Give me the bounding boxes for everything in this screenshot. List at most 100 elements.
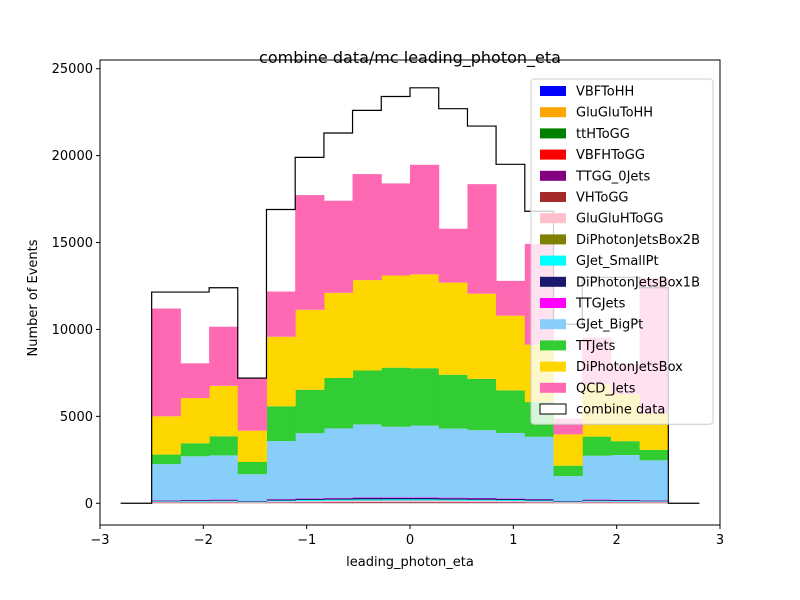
bar-ttjets — [237, 462, 267, 475]
x-tick-label: 2 — [613, 533, 621, 548]
legend-swatch-qcd-jets — [540, 382, 566, 393]
bar-gjet-smallpt — [352, 499, 382, 501]
bar-gjet-bigpt — [496, 432, 526, 499]
bar-diphotonjetsbox1b — [237, 501, 267, 502]
bar-gjet-bigpt — [438, 428, 468, 498]
bar-glugluhtogg — [524, 501, 555, 503]
legend-swatch-diphotonjetsbox2b — [540, 234, 566, 245]
bar-gjet-bigpt — [151, 464, 181, 501]
legend-label-ttgjets: TTGJets — [575, 297, 626, 312]
legend-label-combine-data: combine data — [576, 403, 665, 418]
stacked-bars — [151, 164, 669, 504]
bar-qcd-jets — [410, 164, 440, 275]
bar-diphotonjetsbox1b — [582, 499, 612, 501]
bar-gjet-smallpt — [381, 499, 411, 501]
legend-label-vbftohh: VBFToHH — [576, 85, 634, 100]
bar-qcd-jets — [323, 200, 354, 293]
bar-glugluhtogg — [209, 501, 239, 503]
bar-gjet-bigpt — [381, 426, 411, 498]
bar-gjet-bigpt — [323, 428, 354, 498]
bar-ttgjets — [467, 497, 497, 499]
legend-label-ttgg-0jets: TTGG_0Jets — [575, 169, 651, 184]
bar-gjet-smallpt — [180, 501, 210, 502]
legend-swatch-diphotonjetsbox1b — [540, 276, 566, 287]
bar-qcd-jets — [381, 183, 411, 276]
bar-diphotonjetsbox — [151, 416, 181, 455]
bar-glugluhtogg — [266, 501, 296, 503]
y-tick-label: 5000 — [60, 410, 93, 425]
bar-glugluhtogg — [151, 501, 181, 503]
bar-ttjets — [582, 436, 612, 456]
bar-ttgjets — [295, 498, 325, 499]
bar-qcd-jets — [496, 280, 526, 316]
bar-ttgjets — [438, 497, 468, 499]
bar-glugluhtogg — [381, 500, 411, 502]
bar-ttgjets — [496, 498, 526, 499]
bar-ttjets — [352, 370, 382, 425]
legend-swatch-tthtogg — [540, 128, 566, 139]
bar-qcd-jets — [180, 363, 210, 399]
bar-diphotonjetsbox — [352, 280, 382, 371]
legend-swatch-diphotonjetsbox — [540, 361, 566, 372]
legend-label-vbfhtogg: VBFHToGG — [576, 148, 645, 163]
legend-label-ttjets: TTJets — [575, 339, 616, 354]
bar-glugluhtogg — [323, 500, 354, 502]
bar-diphotonjetsbox1b — [438, 498, 468, 500]
bar-gjet-bigpt — [524, 436, 555, 500]
bar-diphotonjetsbox — [496, 315, 526, 391]
bar-gjet-smallpt — [553, 501, 583, 503]
bar-diphotonjetsbox1b — [639, 500, 669, 502]
bar-gjet-bigpt — [237, 474, 267, 501]
x-axis-ticks: −3 −2 −1 0 1 2 3 — [90, 525, 724, 548]
bar-ttjets — [438, 374, 468, 429]
bar-diphotonjetsbox — [467, 293, 497, 379]
legend-swatch-ttgg-0jets — [540, 170, 566, 181]
bar-diphotonjetsbox — [323, 292, 354, 379]
bar-diphotonjetsbox — [438, 282, 468, 375]
legend-label-glugluhtogg: GluGluHToGG — [576, 212, 663, 227]
bar-glugluhtogg — [610, 501, 641, 503]
bar-ttjets — [467, 378, 497, 431]
y-tick-label: 10000 — [52, 323, 93, 338]
bar-ttjets — [209, 436, 239, 456]
bar-diphotonjetsbox1b — [610, 500, 641, 502]
bar-ttgjets — [381, 497, 411, 498]
bar-ttgjets — [410, 497, 440, 498]
bar-gjet-smallpt — [639, 501, 669, 502]
bar-ttjets — [381, 367, 411, 427]
bar-ttgjets — [323, 497, 354, 499]
bar-diphotonjetsbox — [237, 430, 267, 463]
legend-swatch-glugluhtogg — [540, 213, 566, 224]
bar-gjet-bigpt — [180, 456, 210, 500]
legend-swatch-gjet-smallpt — [540, 255, 566, 266]
bar-ttjets — [410, 368, 440, 426]
bar-ttjets — [323, 378, 354, 429]
bar-ttjets — [639, 449, 669, 461]
x-tick-label: −3 — [90, 533, 109, 548]
bar-gjet-smallpt — [410, 499, 440, 501]
bar-gjet-bigpt — [352, 424, 382, 498]
bar-gjet-smallpt — [496, 500, 526, 501]
bar-glugluhtogg — [467, 500, 497, 503]
bar-glugluhtogg — [639, 501, 669, 503]
legend-label-gjet-bigpt: GJet_BigPt — [576, 318, 643, 333]
bar-diphotonjetsbox — [553, 434, 583, 466]
legend-label-diphotonjetsbox2b: DiPhotonJetsBox2B — [576, 233, 700, 248]
bar-ttgjets — [352, 497, 382, 498]
bar-gjet-bigpt — [639, 460, 669, 501]
y-tick-label: 20000 — [52, 149, 93, 164]
bar-qcd-jets — [237, 378, 267, 431]
legend-box — [530, 78, 714, 425]
bar-glugluhtogg — [295, 501, 325, 503]
bar-gjet-smallpt — [295, 499, 325, 501]
bar-gjet-smallpt — [438, 499, 468, 501]
bar-diphotonjetsbox — [410, 274, 440, 369]
x-tick-label: 0 — [406, 533, 414, 548]
legend-swatch-gjet-bigpt — [540, 319, 566, 330]
y-axis-title: Number of Events — [26, 239, 41, 356]
legend-label-diphotonjetsbox: DiPhotonJetsBox — [576, 360, 683, 375]
bar-gjet-smallpt — [323, 499, 354, 501]
y-tick-label: 15000 — [52, 236, 93, 251]
bar-ttjets — [496, 390, 526, 433]
bar-gjet-smallpt — [467, 499, 497, 501]
